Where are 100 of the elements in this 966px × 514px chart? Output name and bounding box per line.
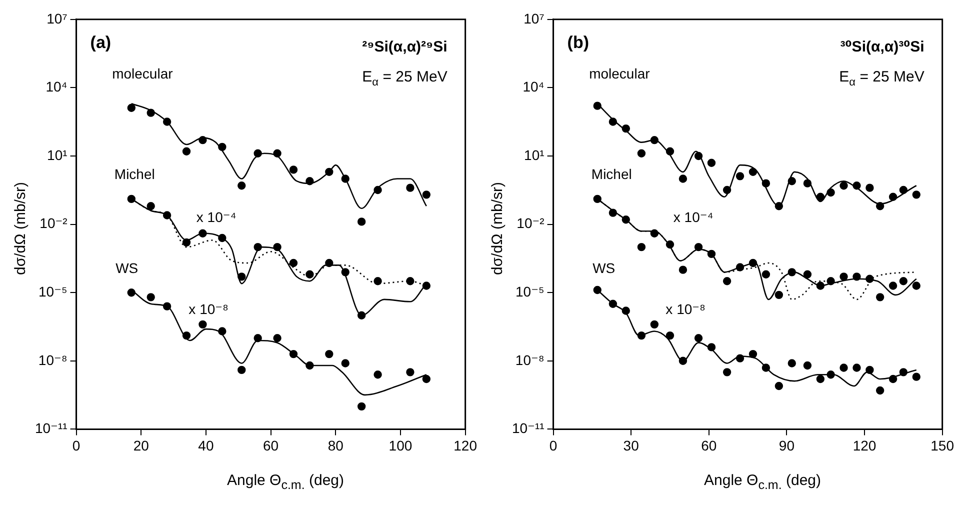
point xyxy=(238,182,246,190)
annotation: molecular xyxy=(112,66,174,82)
point xyxy=(182,331,191,340)
point xyxy=(774,382,784,390)
point xyxy=(422,190,431,199)
point xyxy=(637,242,646,252)
point xyxy=(198,320,207,329)
point xyxy=(722,368,732,376)
point xyxy=(912,190,920,199)
point xyxy=(888,192,898,201)
point xyxy=(289,258,298,268)
point xyxy=(899,277,908,286)
point xyxy=(608,300,618,308)
point xyxy=(218,142,226,152)
x-tick-label: 40 xyxy=(198,437,214,454)
point xyxy=(762,364,770,372)
point xyxy=(788,177,796,186)
point xyxy=(852,272,861,281)
y-tick-label: 10⁻² xyxy=(516,215,545,232)
point xyxy=(273,242,282,252)
point xyxy=(762,270,770,278)
point xyxy=(678,266,688,274)
point xyxy=(289,350,298,358)
y-tick-label: 10⁻² xyxy=(40,215,68,232)
point xyxy=(238,366,246,374)
point xyxy=(840,364,848,372)
y-tick-label: 10⁷ xyxy=(524,10,544,26)
annotation: WS xyxy=(116,260,138,276)
point xyxy=(899,186,908,194)
point xyxy=(736,354,744,362)
point xyxy=(608,118,618,126)
annotation: WS xyxy=(592,260,616,276)
point xyxy=(666,331,674,340)
y-tick-label: 10⁻⁸ xyxy=(515,352,544,368)
x-tick-label: 150 xyxy=(930,437,954,454)
point xyxy=(406,277,414,286)
point xyxy=(840,182,848,190)
y-tick-label: 10¹ xyxy=(524,146,545,163)
point xyxy=(803,361,812,370)
point xyxy=(852,182,861,190)
point xyxy=(357,311,366,320)
annotation: Michel xyxy=(114,166,155,182)
x-tick-label: 30 xyxy=(623,437,640,454)
point xyxy=(273,334,282,342)
point xyxy=(289,166,298,174)
point xyxy=(306,361,314,370)
point xyxy=(622,306,630,315)
y-tick-label: 10⁻⁵ xyxy=(516,283,544,300)
point xyxy=(341,359,350,368)
point xyxy=(254,334,262,342)
point xyxy=(374,277,382,286)
point xyxy=(694,152,703,160)
point xyxy=(888,282,898,290)
x-tick-label: 120 xyxy=(454,437,478,454)
point xyxy=(306,177,314,186)
point xyxy=(422,282,431,290)
point xyxy=(722,186,732,194)
point xyxy=(678,356,688,365)
point xyxy=(876,202,884,210)
point xyxy=(666,240,674,249)
point xyxy=(198,136,207,144)
point xyxy=(406,184,414,192)
point xyxy=(876,293,884,302)
y-tick-label: 10¹ xyxy=(47,146,68,163)
point xyxy=(406,368,414,376)
point xyxy=(912,282,920,290)
point xyxy=(736,263,744,272)
point xyxy=(774,290,784,300)
x-tick-label: 60 xyxy=(701,437,717,454)
point xyxy=(622,216,630,224)
point xyxy=(593,194,602,204)
point xyxy=(593,102,602,110)
point xyxy=(803,270,812,278)
point xyxy=(637,149,646,158)
x-tick-label: 0 xyxy=(72,437,80,454)
point xyxy=(788,359,796,368)
annotation: x 10⁻⁸ xyxy=(666,301,706,318)
point xyxy=(127,194,136,204)
point xyxy=(816,192,825,201)
x-tick-label: 80 xyxy=(328,437,344,454)
point xyxy=(254,149,262,158)
point xyxy=(238,272,246,281)
annotation: (a) xyxy=(90,33,112,52)
point xyxy=(325,258,334,268)
y-tick-label: 10⁴ xyxy=(46,78,68,95)
point xyxy=(774,202,784,210)
annotation: Michel xyxy=(591,166,632,182)
point xyxy=(218,327,226,336)
x-tick-label: 120 xyxy=(852,437,876,454)
point xyxy=(325,350,334,358)
point xyxy=(127,288,136,297)
annotation: molecular xyxy=(589,66,650,82)
point xyxy=(826,277,835,286)
point xyxy=(127,104,136,112)
point xyxy=(218,234,226,242)
point xyxy=(826,188,835,197)
point xyxy=(866,184,874,192)
point xyxy=(357,402,366,411)
point xyxy=(162,118,172,126)
y-tick-label: 10⁻⁸ xyxy=(38,352,68,368)
